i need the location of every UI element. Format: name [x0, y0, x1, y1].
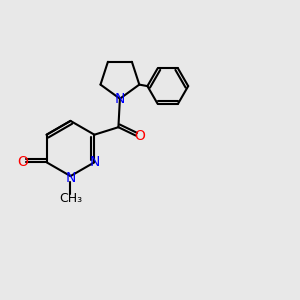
Text: O: O — [17, 155, 28, 169]
Text: N: N — [65, 171, 76, 184]
Text: N: N — [115, 92, 125, 106]
Text: N: N — [90, 155, 100, 169]
Text: O: O — [135, 129, 146, 142]
Text: CH₃: CH₃ — [59, 192, 82, 205]
